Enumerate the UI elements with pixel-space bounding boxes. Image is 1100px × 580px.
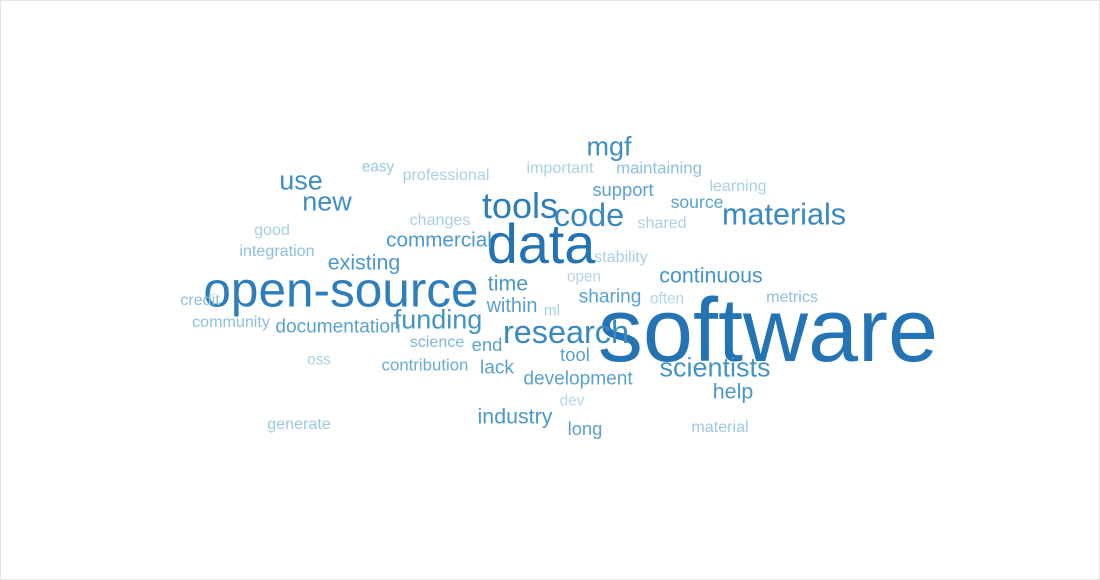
word-community: community bbox=[192, 312, 270, 331]
word-dev: dev bbox=[559, 392, 585, 410]
word-continuous: continuous bbox=[659, 263, 763, 288]
word-open-source: open-source bbox=[203, 262, 479, 318]
word-new: new bbox=[302, 186, 352, 217]
word-credit: credit bbox=[180, 290, 220, 309]
word-materials: materials bbox=[721, 197, 847, 232]
word-contribution: contribution bbox=[381, 355, 469, 375]
word-oss: oss bbox=[307, 351, 331, 369]
word-material: material bbox=[691, 417, 749, 436]
word-professional: professional bbox=[402, 165, 490, 184]
word-support: support bbox=[592, 178, 654, 200]
word-important: important bbox=[526, 158, 594, 177]
word-stability: stability bbox=[594, 247, 648, 266]
word-ml: ml bbox=[543, 302, 561, 320]
word-development: development bbox=[523, 368, 633, 390]
word-source: source bbox=[670, 192, 724, 213]
word-maintaining: maintaining bbox=[616, 158, 702, 178]
word-use: use bbox=[279, 165, 323, 196]
word-sharing: sharing bbox=[578, 286, 642, 308]
word-changes: changes bbox=[409, 210, 471, 229]
word-scientists: scientists bbox=[659, 352, 771, 383]
word-documentation: documentation bbox=[275, 316, 401, 338]
word-data: data bbox=[486, 212, 596, 276]
word-time: time bbox=[487, 271, 529, 296]
word-code: code bbox=[553, 196, 625, 233]
word-research: research bbox=[502, 313, 630, 350]
word-open: open bbox=[566, 268, 602, 286]
word-tool: tool bbox=[560, 343, 590, 365]
word-tools: tools bbox=[481, 185, 559, 226]
word-lack: lack bbox=[480, 357, 514, 379]
word-long: long bbox=[567, 417, 603, 439]
word-shared: shared bbox=[637, 213, 687, 232]
word-within: within bbox=[486, 295, 538, 318]
word-generate: generate bbox=[267, 414, 331, 433]
word-funding: funding bbox=[393, 304, 483, 335]
word-easy: easy bbox=[361, 158, 395, 176]
word-science: science bbox=[409, 332, 465, 351]
word-good: good bbox=[254, 220, 290, 239]
word-learning: learning bbox=[709, 176, 767, 195]
word-mgf: mgf bbox=[586, 131, 632, 162]
word-software: software bbox=[597, 281, 939, 381]
word-often: often bbox=[649, 290, 685, 308]
word-metrics: metrics bbox=[766, 287, 818, 306]
word-integration: integration bbox=[239, 241, 315, 260]
word-help: help bbox=[712, 379, 754, 404]
word-existing: existing bbox=[327, 250, 401, 275]
word-end: end bbox=[471, 333, 503, 355]
word-commercial: commercial bbox=[386, 228, 492, 252]
word-industry: industry bbox=[477, 404, 553, 429]
